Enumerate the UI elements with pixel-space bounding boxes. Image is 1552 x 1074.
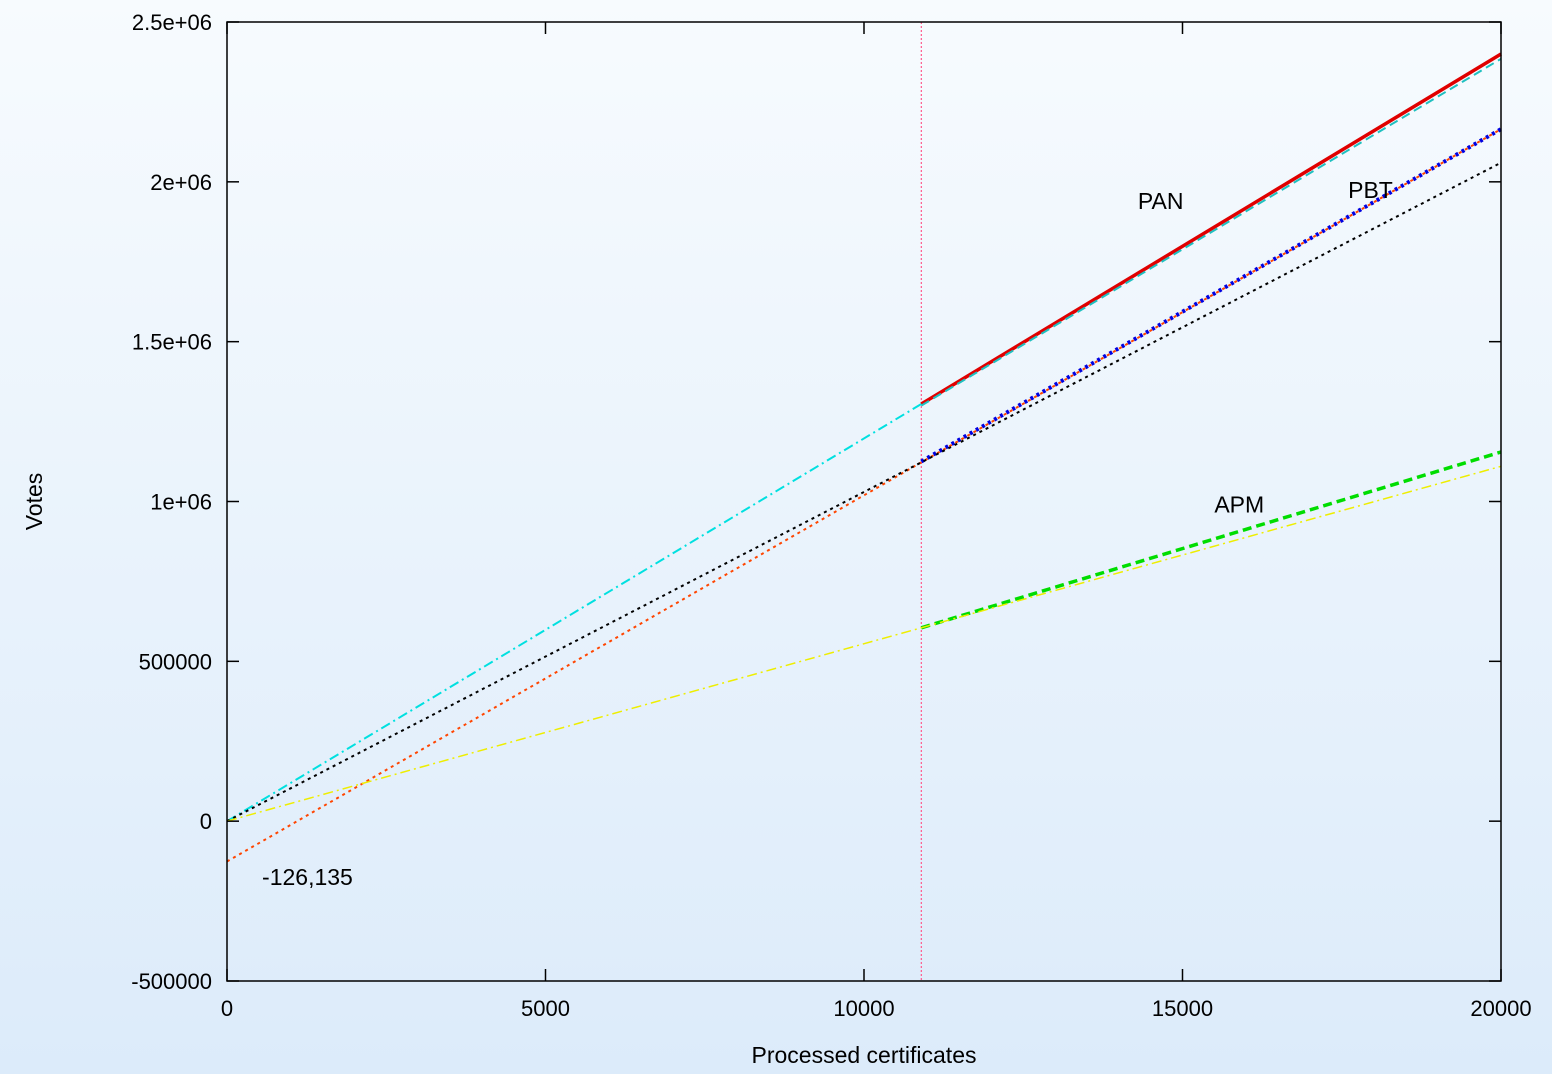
series-line-3 xyxy=(226,403,922,823)
annotation-label: PBT xyxy=(1348,177,1393,203)
x-tick-label: 10000 xyxy=(833,996,894,1021)
y-tick-label: 500000 xyxy=(139,649,212,674)
annotations: PAN PBT APM -126,135 xyxy=(262,177,1393,890)
y-tick-labels: -500000 0 500000 1e+06 1.5e+06 2e+06 2.5e+06 xyxy=(131,10,212,994)
plot-frame xyxy=(226,21,1502,982)
series-line-2 xyxy=(920,57,1502,407)
series-line-5 xyxy=(226,128,1502,863)
y-axis-title: Votes xyxy=(21,473,47,531)
series-line-8 xyxy=(226,465,1502,822)
y-tick-label: 2e+06 xyxy=(150,170,212,195)
axis-ticks xyxy=(226,21,1502,982)
x-tick-labels: 0 5000 10000 15000 20000 xyxy=(221,996,1532,1021)
y-tick-label: 1.5e+06 xyxy=(132,330,212,355)
x-tick-label: 0 xyxy=(221,996,233,1021)
x-axis-title: Processed certificates xyxy=(752,1042,977,1068)
y-tick-label: 1e+06 xyxy=(150,490,212,515)
series-line-6 xyxy=(226,161,1502,823)
y-tick-label: 0 xyxy=(200,809,212,834)
annotation-label: PAN xyxy=(1138,188,1184,214)
x-tick-label: 15000 xyxy=(1152,996,1213,1021)
y-tick-label: -500000 xyxy=(131,969,212,994)
x-tick-label: 20000 xyxy=(1470,996,1531,1021)
y-tick-label: 2.5e+06 xyxy=(132,10,212,35)
annotation-label: -126,135 xyxy=(262,864,353,890)
plot-marks xyxy=(226,22,1502,981)
series-line-7 xyxy=(920,450,1502,630)
x-tick-label: 5000 xyxy=(521,996,570,1021)
annotation-label: APM xyxy=(1214,492,1264,518)
series-line-1 xyxy=(920,52,1502,406)
